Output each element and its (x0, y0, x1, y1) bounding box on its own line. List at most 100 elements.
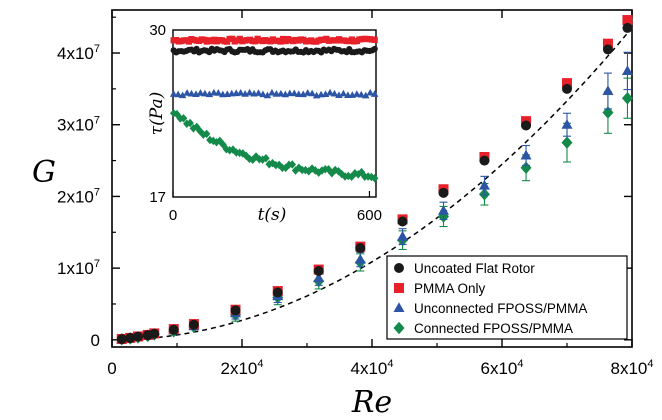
x-tick-label: 2x104 (221, 358, 264, 378)
legend-label: Unconnected FPOSS/PMMA (414, 301, 587, 316)
inset-data-point (252, 152, 260, 161)
data-point (149, 328, 160, 339)
inset-series-triangle (169, 88, 379, 99)
inset-data-point (187, 89, 196, 97)
main-plot: 0 2x104 4x104 6x104 8x104 0 1x107 2x107 3x107 4x1… (32, 9, 654, 420)
inset-data-point (212, 137, 221, 147)
inset-data-point (242, 151, 250, 161)
inset-data-point (268, 88, 276, 96)
inset-data-point (353, 90, 361, 97)
data-point (188, 319, 199, 330)
inset-data-point (281, 163, 290, 173)
inset-data-point (174, 90, 182, 98)
data-point (622, 22, 633, 33)
inset-data-point (337, 169, 346, 179)
data-point (602, 85, 614, 96)
inset-data-point (236, 89, 245, 96)
data-point (562, 78, 572, 89)
inset-data-point (214, 89, 223, 96)
inset-data-point (328, 169, 336, 178)
x-tick-label: 0 (107, 359, 116, 378)
legend-marker (394, 283, 404, 293)
legend-label: Connected FPOSS/PMMA (414, 321, 573, 336)
y-tick-label: 1x107 (57, 258, 100, 278)
data-point (116, 334, 127, 345)
inset-frame (172, 29, 377, 198)
inset-series-diamond (169, 109, 379, 183)
inset-data-point (305, 167, 313, 176)
data-point (621, 65, 633, 75)
inset-data-point (277, 89, 285, 97)
inset-data-point (186, 118, 194, 128)
legend: Uncoated Flat Rotor PMMA Only Unconnected … (386, 255, 628, 340)
inset-data-point (371, 36, 378, 43)
data-point (561, 136, 573, 149)
data-point (520, 161, 532, 174)
data-point (313, 265, 324, 276)
inset-series-circle (170, 45, 378, 56)
inset-x-tick-label: 600 (357, 207, 382, 224)
y-tick-label: 0 (91, 331, 100, 350)
inset-data-point (179, 114, 188, 123)
inset-data-point (189, 124, 198, 133)
inset-data-point (196, 89, 205, 96)
inset-data-point (339, 89, 348, 97)
inset-data-point (290, 89, 299, 97)
data-point (272, 287, 283, 298)
y-tick-label: 4x107 (57, 43, 100, 63)
legend-marker (393, 302, 405, 312)
inset-y-tick-label: 30 (149, 22, 166, 39)
data-point (397, 230, 409, 241)
inset-data-point (357, 90, 366, 98)
inset-data-point (314, 168, 323, 177)
inset-data-point (196, 126, 204, 136)
inset-plot: 0 600 30 17 t(s) τ(Pa) (133, 20, 384, 227)
inset-data-point (295, 163, 303, 173)
inset-data-point (178, 91, 187, 99)
fit-curve (121, 32, 628, 341)
data-point (125, 333, 136, 344)
legend-label: PMMA Only (414, 281, 486, 296)
data-point (479, 155, 490, 166)
data-point (355, 243, 366, 254)
legend-marker (394, 263, 404, 273)
inset-data-point (367, 172, 376, 182)
inset-data-point (259, 90, 267, 98)
inset-data-point (245, 88, 254, 96)
inset-data-point (330, 89, 339, 97)
x-tick-label: 6x104 (481, 358, 524, 378)
inset-data-point (357, 167, 366, 177)
data-point (230, 305, 241, 316)
inset-data-point (371, 45, 378, 53)
inset-data-point (347, 172, 356, 181)
x-tick-label: 4x104 (351, 358, 394, 378)
inset-y-tick-label: 17 (149, 189, 166, 206)
data-point (520, 149, 532, 160)
data-point (602, 38, 613, 49)
inset-data-point (326, 88, 334, 96)
inset-data-point (366, 88, 374, 96)
data-point (621, 91, 633, 105)
data-point (313, 272, 325, 283)
inset-data-point (199, 130, 208, 139)
inset-data-point (308, 89, 316, 97)
inset-data-point (370, 173, 379, 183)
data-point (602, 44, 613, 55)
inset-data-point (370, 90, 379, 97)
data-point (133, 331, 143, 342)
inset-series-square (170, 35, 378, 45)
inset-x-axis-title: t(s) (258, 205, 287, 225)
legend-label: Uncoated Flat Rotor (414, 261, 535, 276)
inset-data-point (324, 165, 333, 174)
inset-data-point (262, 154, 270, 163)
data-point (561, 118, 573, 129)
data-point (168, 324, 179, 335)
inset-data-point (201, 89, 209, 97)
y-tick-label: 3x107 (57, 115, 100, 135)
series-circle (116, 22, 633, 345)
data-point (622, 15, 633, 26)
data-point (397, 216, 408, 227)
inset-data-point (222, 145, 231, 154)
inset-data-point (183, 89, 191, 96)
